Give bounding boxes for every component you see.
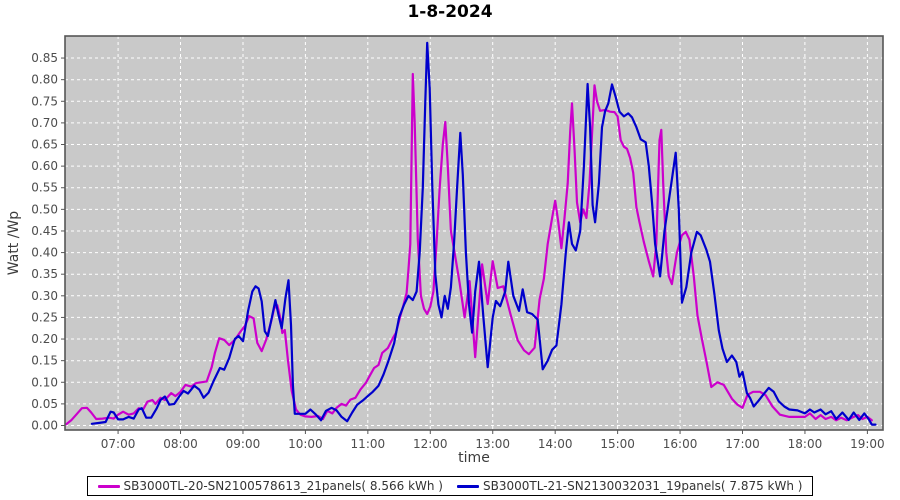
svg-text:12:00: 12:00 [413, 437, 448, 451]
svg-text:0.00: 0.00 [31, 419, 58, 433]
legend-item-series1: SB3000TL-20-SN2100578613_21panels( 8.566… [97, 479, 443, 493]
series1-line-swatch [97, 484, 120, 488]
svg-text:0.60: 0.60 [31, 159, 58, 173]
svg-text:07:00: 07:00 [101, 437, 136, 451]
x-axis-title: time [458, 450, 490, 466]
svg-text:0.45: 0.45 [31, 224, 58, 238]
legend-box: SB3000TL-20-SN2100578613_21panels( 8.566… [86, 476, 814, 496]
svg-text:0.15: 0.15 [31, 354, 58, 368]
svg-text:13:00: 13:00 [475, 437, 510, 451]
svg-text:0.40: 0.40 [31, 246, 58, 260]
svg-text:0.30: 0.30 [31, 289, 58, 303]
svg-text:08:00: 08:00 [163, 437, 198, 451]
svg-text:18:00: 18:00 [788, 437, 823, 451]
legend: SB3000TL-20-SN2100578613_21panels( 8.566… [0, 476, 900, 496]
series2-line-swatch [457, 484, 479, 488]
svg-text:0.55: 0.55 [31, 181, 58, 195]
svg-text:16:00: 16:00 [663, 437, 698, 451]
svg-text:0.20: 0.20 [31, 332, 58, 346]
svg-text:19:00: 19:00 [850, 437, 885, 451]
svg-text:0.65: 0.65 [31, 138, 58, 152]
svg-text:0.75: 0.75 [31, 94, 58, 108]
legend-item-series2: SB3000TL-21-SN2130032031_19panels( 7.875… [457, 479, 802, 493]
legend-label-series2: SB3000TL-21-SN2130032031_19panels( 7.875… [483, 479, 803, 493]
y-axis-title: Watt /Wp [6, 210, 22, 276]
svg-text:15:00: 15:00 [600, 437, 635, 451]
svg-text:14:00: 14:00 [538, 437, 573, 451]
plot-area: 0.00 0.05 0.10 0.15 0.20 0.25 0.30 0.35 0.40 0.45… [31, 35, 885, 451]
svg-text:09:00: 09:00 [226, 437, 261, 451]
svg-text:0.25: 0.25 [31, 310, 58, 324]
svg-text:0.35: 0.35 [31, 267, 58, 281]
chart-title: 1-8-2024 [407, 2, 493, 22]
svg-text:0.50: 0.50 [31, 202, 58, 216]
svg-text:0.70: 0.70 [31, 116, 58, 130]
svg-text:0.85: 0.85 [31, 51, 58, 65]
svg-text:0.10: 0.10 [31, 375, 58, 389]
svg-text:10:00: 10:00 [288, 437, 323, 451]
legend-label-series1: SB3000TL-20-SN2100578613_21panels( 8.566… [123, 479, 443, 493]
svg-text:17:00: 17:00 [725, 437, 760, 451]
svg-text:11:00: 11:00 [351, 437, 386, 451]
svg-text:0.80: 0.80 [31, 73, 58, 87]
svg-text:0.05: 0.05 [31, 397, 58, 411]
